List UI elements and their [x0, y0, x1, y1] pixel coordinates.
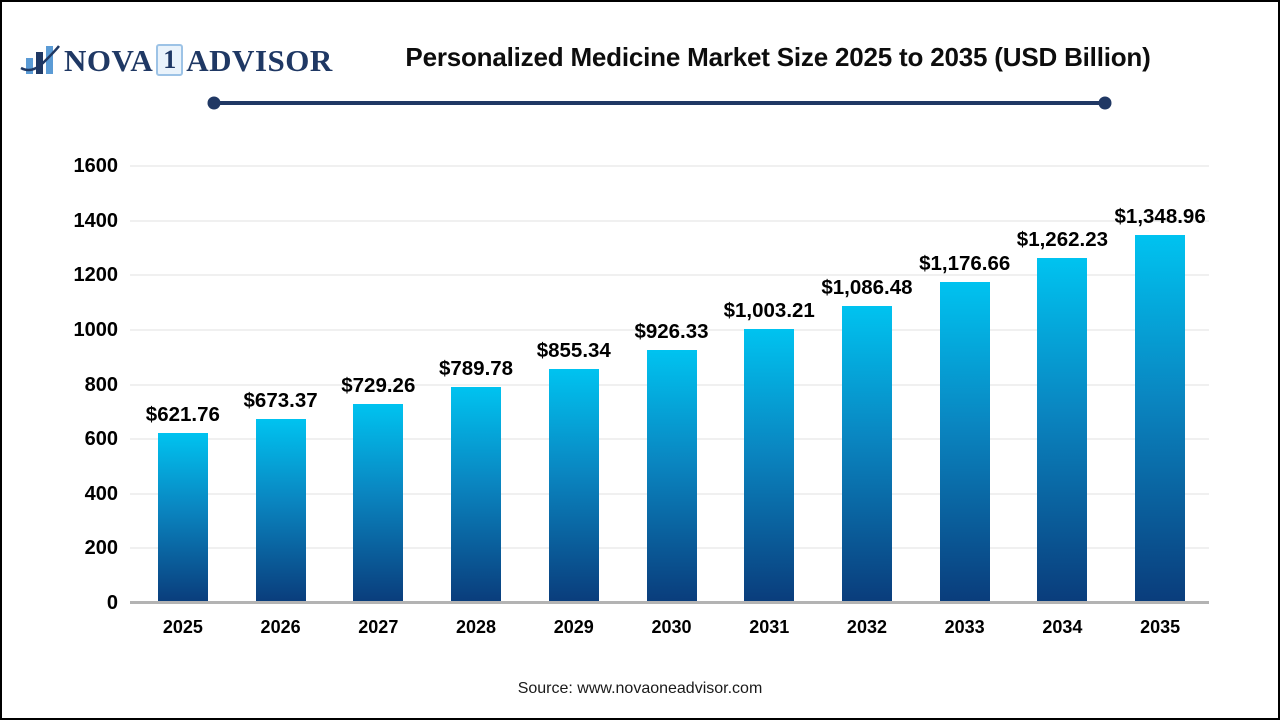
logo-text-nova: NOVA [64, 42, 154, 78]
x-tick-label-2027: 2027 [358, 617, 399, 637]
y-tick-label-0: 0 [106, 592, 118, 614]
bar-2028 [451, 387, 502, 603]
value-label-2029: $855.34 [536, 339, 611, 363]
y-tick-label-1000: 1000 [73, 318, 119, 341]
bar-2031 [744, 328, 795, 603]
chart-title: Personalized Medicine Market Size 2025 t… [405, 42, 1151, 72]
value-label-2035: $1,348.96 [1114, 204, 1206, 228]
value-label-2025: $621.76 [145, 403, 220, 427]
x-tick-label-2025: 2025 [162, 617, 203, 637]
logo-text-advisor: ADVISOR [186, 42, 333, 78]
x-tick-label-2034: 2034 [1042, 617, 1083, 637]
logo-text-one: 1 [156, 44, 184, 76]
x-tick-label-2035: 2035 [1140, 617, 1181, 637]
gridline-1200 [130, 274, 1209, 277]
value-label-2034: $1,262.23 [1016, 228, 1109, 252]
value-label-2026: $673.37 [243, 389, 318, 413]
bar-2029 [548, 369, 599, 603]
y-tick-label-800: 800 [84, 373, 118, 396]
value-label-2033: $1,176.66 [919, 251, 1011, 275]
x-tick-label-2030: 2030 [651, 617, 692, 637]
y-tick-label-400: 400 [84, 482, 118, 505]
bar-2026 [255, 419, 306, 603]
bar-chart-logo-icon [20, 45, 60, 74]
y-tick-label-600: 600 [84, 428, 118, 451]
x-tick-label-2028: 2028 [456, 617, 497, 637]
bar-2030 [646, 349, 697, 603]
nova-advisor-logo: NOVA 1 ADVISOR [20, 38, 333, 82]
y-tick-label-1400: 1400 [73, 209, 119, 232]
source-text: Source: www.novaoneadvisor.com [517, 680, 763, 697]
gridline-1400 [130, 219, 1209, 222]
x-tick-label-2026: 2026 [260, 617, 301, 637]
value-label-2032: $1,086.48 [821, 276, 913, 300]
x-tick-label-2031: 2031 [749, 617, 790, 637]
y-tick-label-1600: 1600 [73, 155, 119, 177]
value-label-2031: $1,003.21 [723, 298, 815, 322]
gridline-1000 [130, 328, 1209, 331]
x-tick-label-2029: 2029 [553, 617, 594, 637]
y-tick-label-200: 200 [84, 537, 118, 560]
gridline-1600 [130, 165, 1209, 167]
value-label-2027: $729.26 [341, 373, 416, 397]
bar-2033 [939, 281, 990, 603]
bar-2035 [1135, 234, 1186, 603]
y-tick-label-1200: 1200 [73, 264, 119, 287]
x-tick-label-2033: 2033 [944, 617, 985, 637]
bar-2032 [841, 306, 892, 603]
bar-2027 [353, 403, 404, 603]
value-label-2030: $926.33 [634, 319, 709, 343]
x-axis-line [130, 601, 1209, 604]
bar-2025 [157, 433, 208, 603]
bar-2034 [1037, 258, 1088, 603]
title-divider-line [207, 96, 1112, 110]
x-tick-label-2032: 2032 [846, 617, 887, 637]
value-label-2028: $789.78 [438, 357, 514, 381]
